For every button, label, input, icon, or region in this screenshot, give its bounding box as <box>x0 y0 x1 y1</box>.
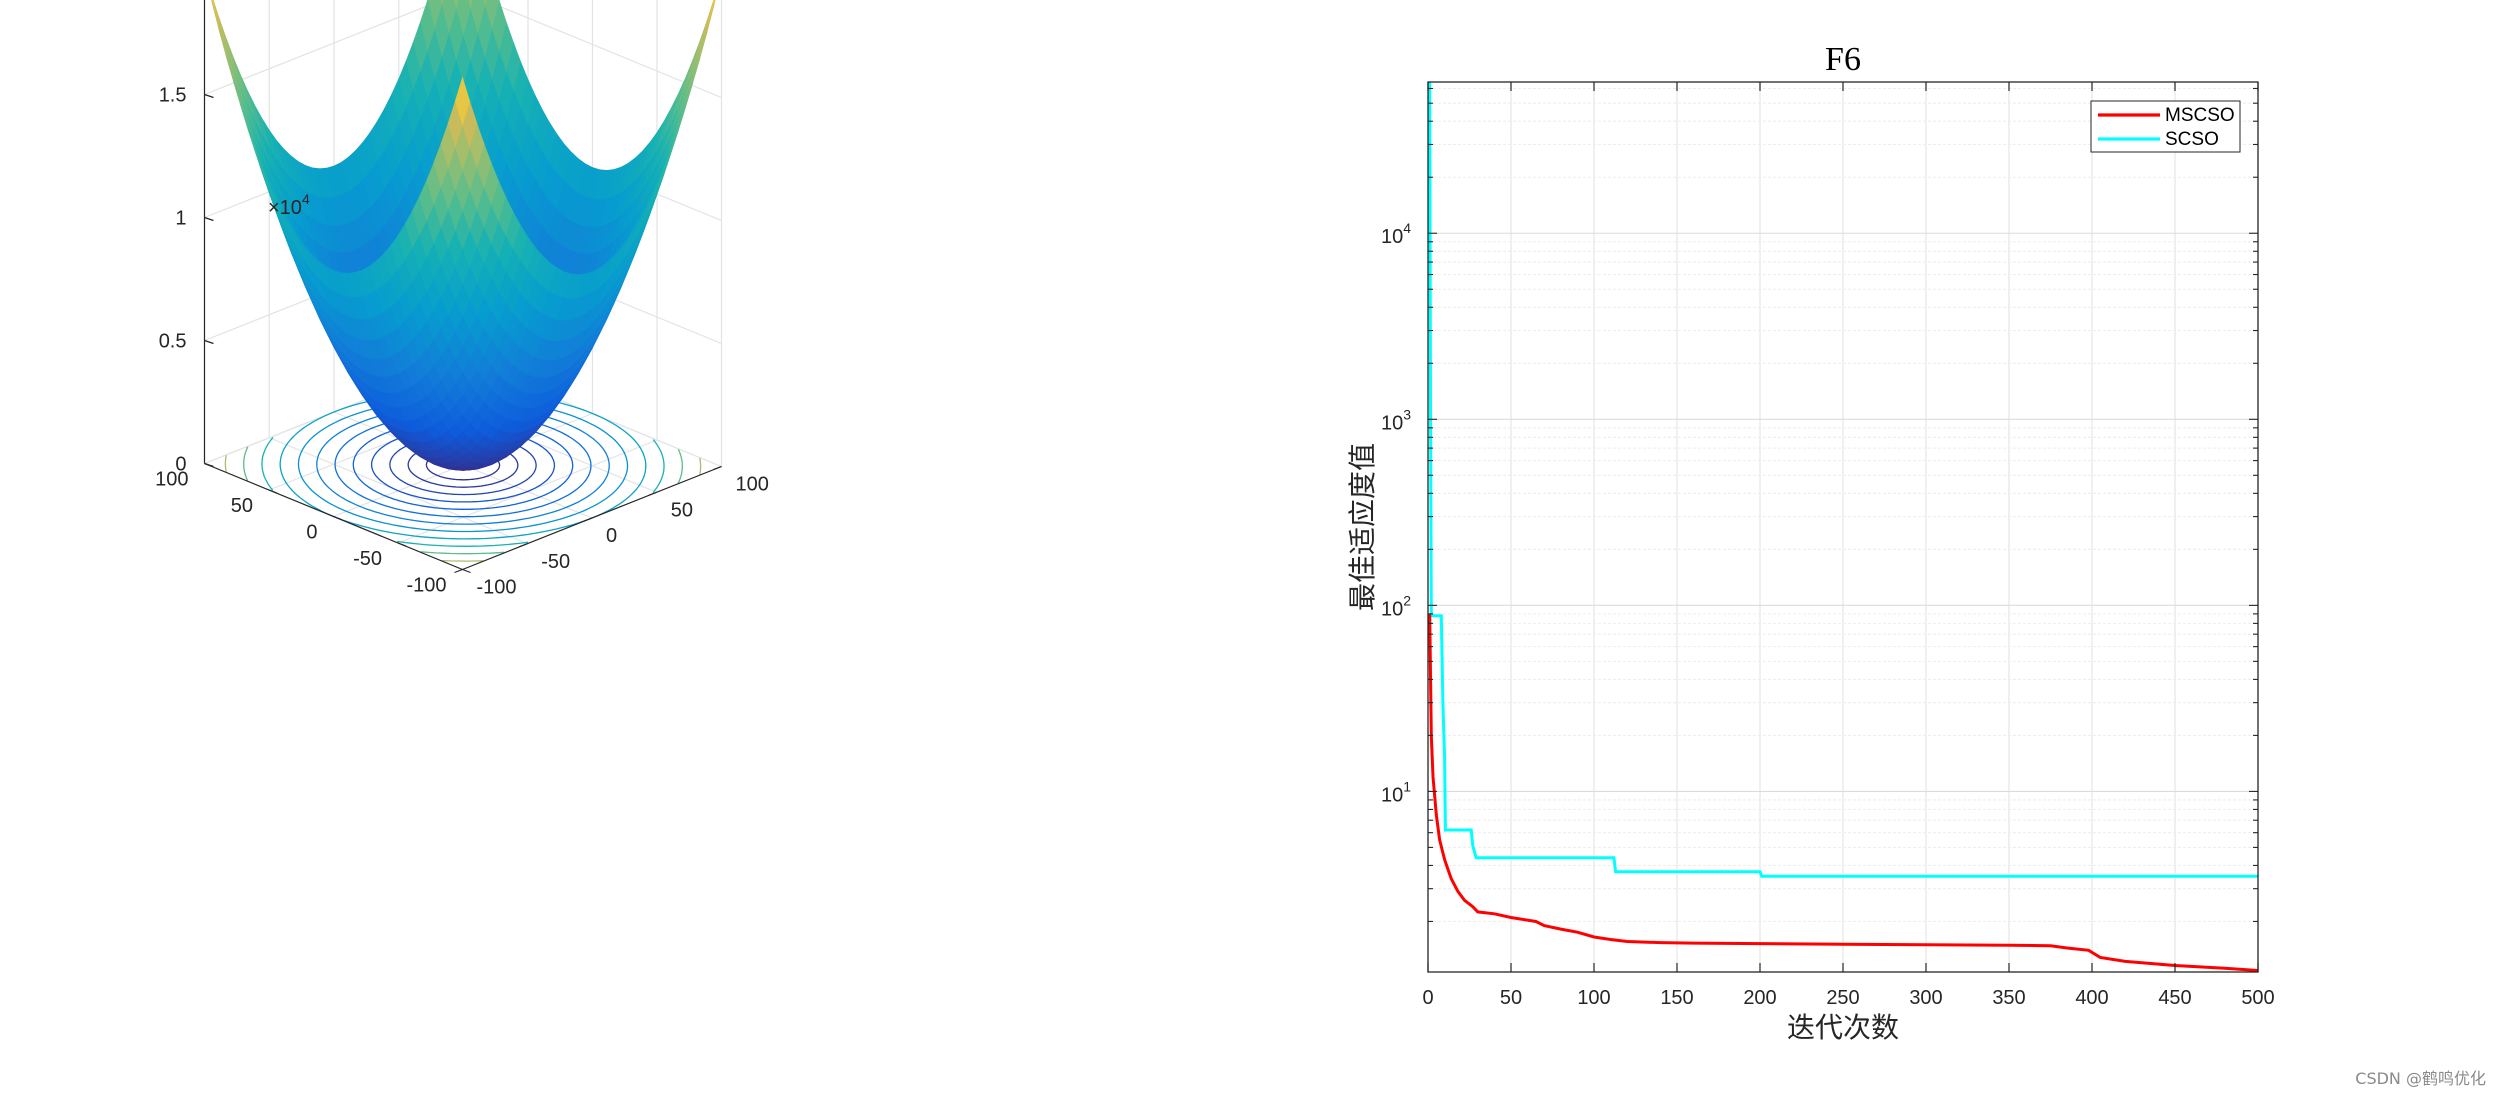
surface-patch <box>218 17 234 68</box>
x-tick-label: 50 <box>1500 987 1522 1009</box>
surface-patch <box>439 0 445 8</box>
z-tick <box>204 339 214 345</box>
x-tick <box>583 517 593 522</box>
y-tick-label: 50 <box>231 495 253 517</box>
x-tick-label: 400 <box>2075 987 2108 1009</box>
y-tick-label: 101 <box>1381 778 1411 806</box>
surface-patch <box>454 76 471 126</box>
x-tick-label: 0 <box>606 525 617 547</box>
y-tick-labels: 101 102 103 104 <box>1381 220 1411 806</box>
series-lines <box>1428 82 2258 972</box>
y-tick <box>333 515 342 521</box>
z-tick-label: 0 <box>175 454 186 476</box>
legend: MSCSO SCSO <box>2090 100 2241 153</box>
x-axis-label: 迭代次数 <box>1787 1011 1899 1044</box>
legend-label-scso: SCSO <box>2165 129 2219 150</box>
y-axis-label: 最佳适应度值 <box>1346 443 1379 611</box>
x-tick <box>519 543 528 548</box>
convergence-plot: F6 0 50 100 150 200 250 300 350 400 450 500 101 102… <box>1346 41 2275 1044</box>
x-tick-labels: -100 -50 0 50 100 <box>477 474 769 599</box>
x-tick-label: -50 <box>541 551 570 573</box>
y-tick-labels: -100 -50 0 50 100 <box>155 469 446 597</box>
x-tick-label: -100 <box>477 577 517 599</box>
y-tick-label: 100 <box>155 469 188 491</box>
x-tick-labels: 0 50 100 150 200 250 300 350 400 450 500 <box>1422 987 2274 1009</box>
y-tick <box>397 542 407 547</box>
y-tick-label: -100 <box>406 575 446 597</box>
x-tick <box>713 465 722 471</box>
x-tick-label: 100 <box>1577 987 1610 1009</box>
watermark: CSDN @鹤鸣优化 <box>2355 1069 2486 1088</box>
z-exponent-label: ×104 <box>268 191 310 219</box>
legend-box <box>2090 100 2241 153</box>
y-tick-label: 104 <box>1381 220 1411 248</box>
surface-patch <box>692 20 708 71</box>
y-tick <box>268 489 278 494</box>
series-line-mscso <box>1428 613 2258 972</box>
y-tick-label: 102 <box>1381 592 1411 620</box>
grid-lines <box>1427 82 2259 972</box>
x-tick <box>454 568 463 574</box>
y-tick <box>462 568 471 574</box>
x-tick-label: 200 <box>1743 987 1776 1009</box>
x-tick-label: 450 <box>2158 987 2191 1009</box>
x-tick-label: 350 <box>1992 987 2025 1009</box>
x-tick <box>648 491 657 496</box>
z-tick-label: 1 <box>175 208 186 230</box>
x-tick-label: 50 <box>671 499 693 521</box>
x-tick-label: 300 <box>1909 987 1942 1009</box>
axis-ticks <box>1427 82 2259 972</box>
y-tick <box>204 462 213 468</box>
x-tick-label: 0 <box>1422 987 1433 1009</box>
chart-title: F6 <box>1825 41 1861 78</box>
x-tick-label: 100 <box>736 474 769 496</box>
z-tick-label: 0.5 <box>159 331 187 353</box>
surface-patch <box>482 0 487 9</box>
y-tick-label: 103 <box>1381 406 1411 434</box>
legend-label-mscso: MSCSO <box>2165 105 2235 126</box>
y-tick-label: -50 <box>353 548 382 570</box>
x-tick-label: 150 <box>1660 987 1693 1009</box>
z-tick-label: 1.5 <box>159 85 187 107</box>
series-line-scso <box>1428 82 2258 878</box>
z-tick <box>204 216 214 222</box>
3d-axes <box>203 0 722 574</box>
z-tick-labels: 00.511.522.5 <box>159 85 187 476</box>
z-tick <box>204 93 214 99</box>
y-tick-label: 0 <box>306 522 317 544</box>
surface-patch <box>467 0 474 12</box>
surface-patch <box>453 0 460 11</box>
x-tick-label: 500 <box>2241 987 2274 1009</box>
x-tick-label: 250 <box>1826 987 1859 1009</box>
surface-mesh <box>211 0 716 471</box>
